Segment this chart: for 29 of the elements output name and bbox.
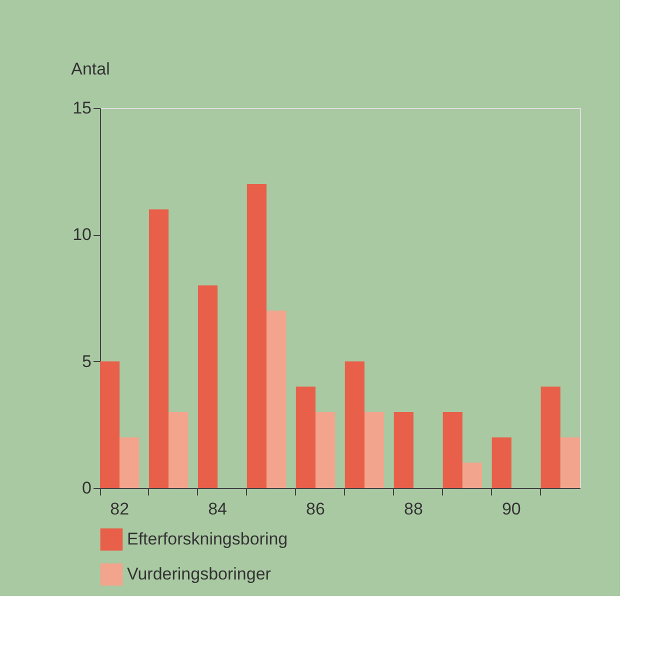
x-tick-label: 82 — [110, 500, 130, 518]
bar — [364, 412, 384, 488]
y-axis-title: Antal — [71, 60, 110, 78]
x-tick-label: 88 — [404, 500, 423, 518]
y-tick-label: 15 — [72, 98, 92, 118]
legend-label: Vurderingsboringer — [127, 564, 272, 584]
bar — [100, 361, 120, 488]
x-tick-label: 84 — [208, 500, 228, 518]
bar — [296, 386, 316, 488]
legend-label: Efterforskningsboring — [127, 530, 288, 548]
bar — [442, 412, 462, 488]
bar — [492, 437, 512, 488]
bar — [266, 310, 286, 488]
bar — [198, 285, 218, 488]
bar — [560, 437, 580, 488]
bar — [120, 437, 140, 488]
x-tick-label: 90 — [502, 500, 521, 518]
bar — [246, 184, 267, 488]
bar — [316, 412, 336, 488]
bar — [148, 209, 169, 488]
bar — [462, 462, 482, 488]
y-tick-label: 0 — [82, 478, 92, 498]
bar — [344, 361, 364, 488]
y-tick-label: 5 — [82, 352, 92, 371]
x-tick-label: 86 — [306, 500, 325, 518]
bar — [394, 412, 414, 488]
bar — [540, 386, 560, 488]
y-tick-label: 10 — [72, 225, 92, 244]
bar — [168, 412, 188, 488]
